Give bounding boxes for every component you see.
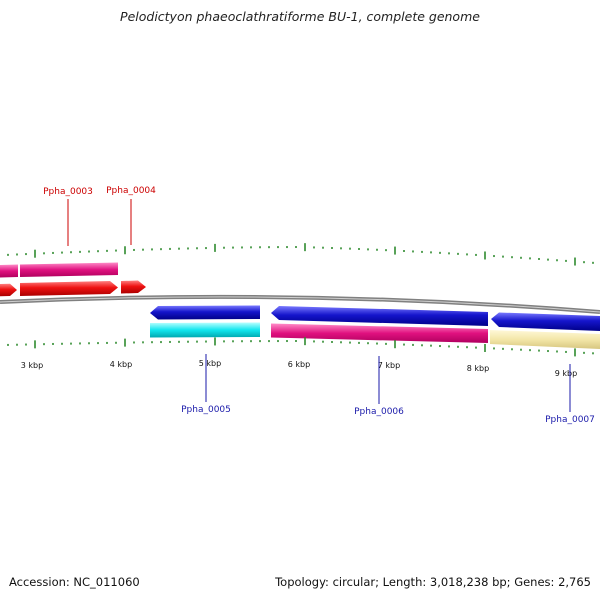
accession-text: Accession: NC_011060 (9, 575, 140, 589)
feature-bar (20, 262, 118, 277)
gene-label-ppha-0007: Ppha_0007 (545, 415, 595, 425)
feature-bar (490, 330, 600, 349)
scale-label-9kbp: 9 kbp (555, 369, 577, 378)
gene-ppha-0003 (20, 281, 118, 296)
lower-tick-ring (7, 337, 594, 357)
gene-arrow (0, 283, 17, 297)
gene-ppha-0006 (271, 306, 488, 326)
scale-label-7kbp: 7 kbp (378, 361, 400, 370)
gene-label-ppha-0004: Ppha_0004 (106, 186, 156, 196)
scale-label-8kbp: 8 kbp (467, 364, 489, 373)
scale-label-5kbp: 5 kbp (199, 359, 221, 368)
gene-label-ppha-0005: Ppha_0005 (181, 405, 231, 415)
gene-ppha-0005 (150, 305, 260, 320)
upper-tick-ring (7, 243, 594, 266)
feature-bar (0, 264, 18, 278)
genome-summary-text: Topology: circular; Length: 3,018,238 bp… (275, 575, 591, 589)
feature-bar (150, 322, 260, 338)
map-title: Pelodictyon phaeoclathratiforme BU-1, co… (120, 9, 480, 24)
gene-ppha-0007 (491, 312, 600, 331)
scale-label-6kbp: 6 kbp (288, 360, 310, 369)
gene-label-ppha-0006: Ppha_0006 (354, 407, 404, 417)
gene-ppha-0004 (121, 280, 146, 294)
genome-backbone-inner (0, 296, 600, 313)
scale-label-4kbp: 4 kbp (110, 360, 132, 369)
feature-bar (271, 323, 488, 343)
gene-label-ppha-0003: Ppha_0003 (43, 187, 93, 197)
scale-label-3kbp: 3 kbp (21, 361, 43, 370)
